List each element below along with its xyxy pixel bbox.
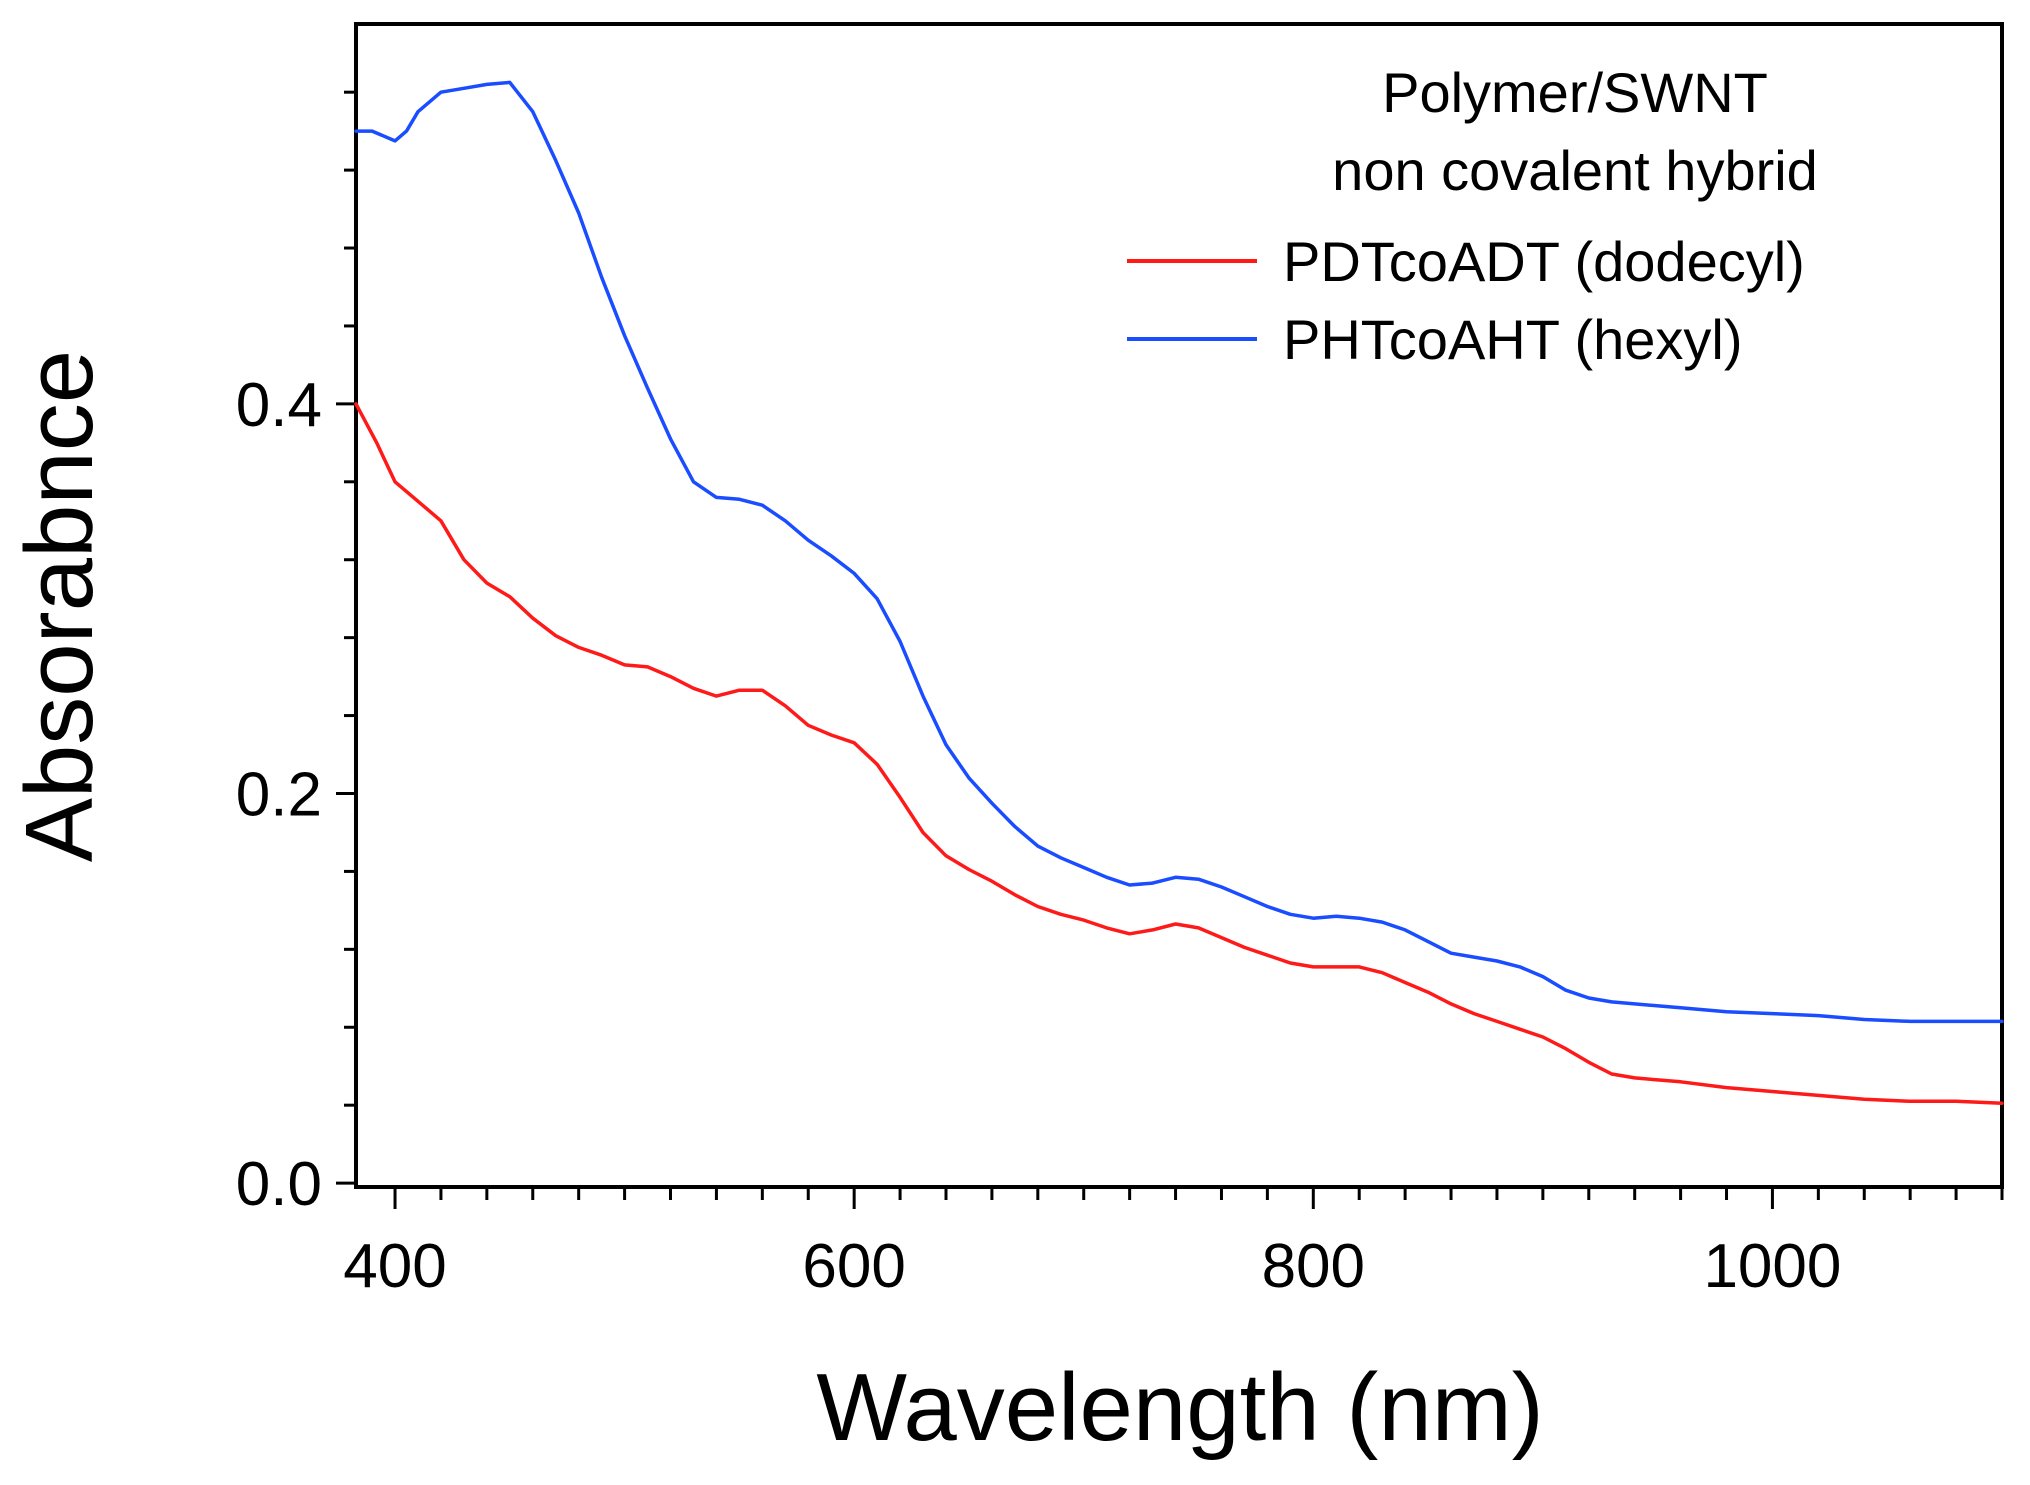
series-line-hexyl bbox=[354, 80, 2004, 1024]
y-tick-label: 0.0 bbox=[236, 1150, 322, 1219]
x-tick-label: 600 bbox=[802, 1232, 905, 1301]
x-axis-title: Wavelength (nm) bbox=[816, 1354, 1543, 1461]
series-line-dodecyl bbox=[354, 402, 2004, 1105]
y-tick-label: 0.4 bbox=[236, 371, 322, 440]
y-axis-title: Absorabnce bbox=[6, 350, 113, 862]
y-axis: 0.0 0.2 0.4 bbox=[236, 90, 356, 1219]
x-tick-label: 1000 bbox=[1703, 1232, 1841, 1301]
legend-title-line-2: non covalent hybrid bbox=[1332, 139, 1818, 202]
legend-label-hexyl: PHTcoAHT (hexyl) bbox=[1283, 308, 1743, 371]
legend-title-line-1: Polymer/SWNT bbox=[1382, 61, 1768, 124]
legend: Polymer/SWNT non covalent hybrid PDTcoAD… bbox=[1127, 61, 1818, 371]
plot-frame bbox=[354, 22, 2004, 1189]
x-axis: 400 600 800 1000 bbox=[343, 1187, 2004, 1301]
legend-label-dodecyl: PDTcoADT (dodecyl) bbox=[1283, 230, 1805, 293]
series-layer bbox=[354, 80, 2004, 1105]
y-tick-label: 0.2 bbox=[236, 760, 322, 829]
x-tick-label: 400 bbox=[343, 1232, 446, 1301]
x-tick-label: 800 bbox=[1262, 1232, 1365, 1301]
